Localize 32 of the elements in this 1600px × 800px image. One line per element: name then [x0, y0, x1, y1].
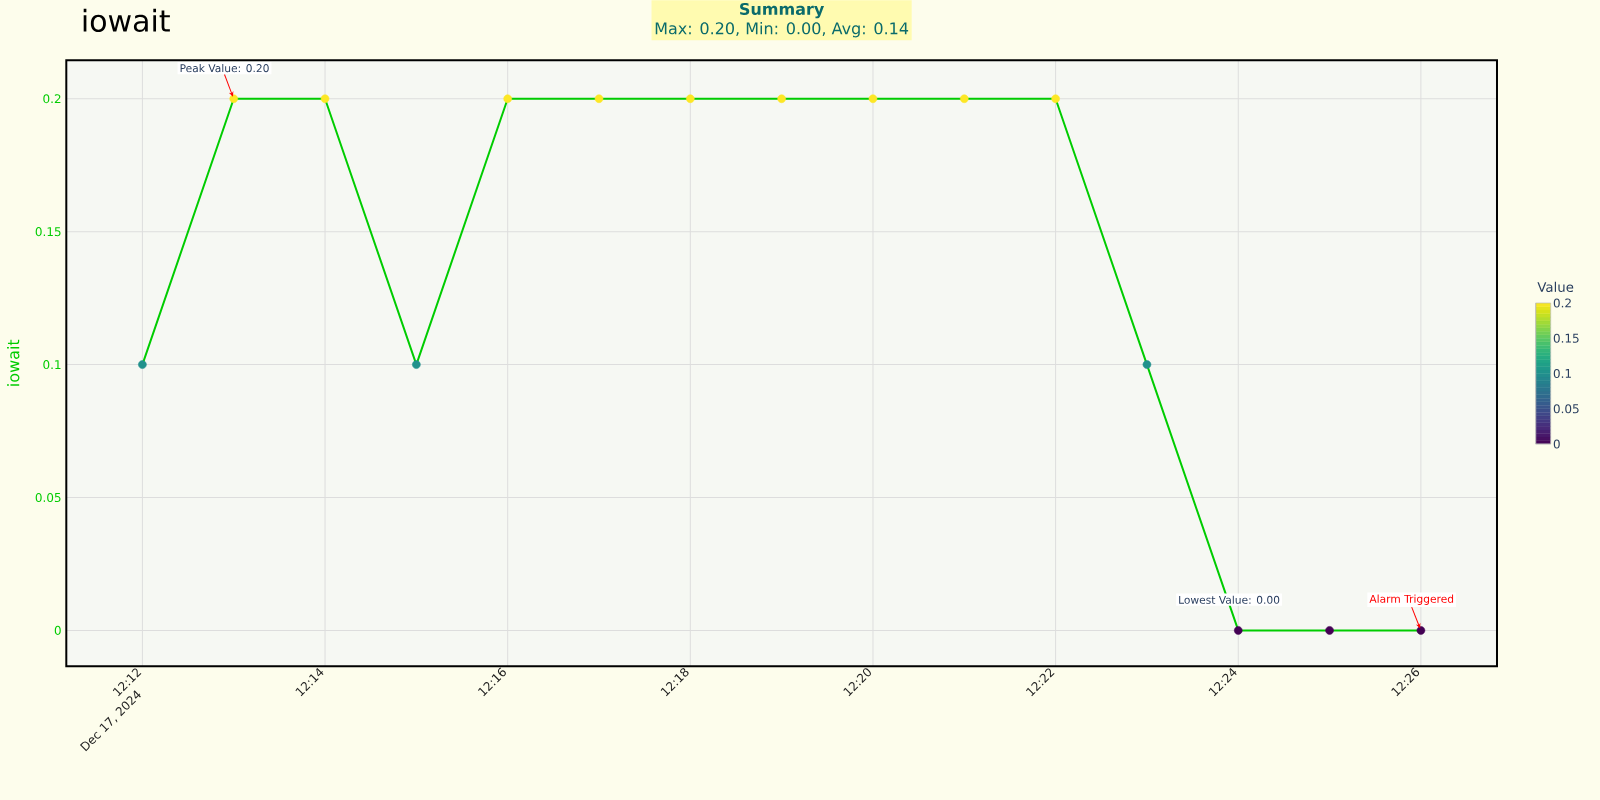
point: [503, 94, 512, 104]
point: [1325, 626, 1334, 635]
annotation: Alarm Triggered: [1369, 594, 1454, 605]
point: [1142, 360, 1152, 369]
text: Max: 0.20, Min: 0.00, Avg: 0.14: [655, 21, 909, 38]
chart-subtitle: Summary: [740, 2, 824, 19]
color-bar-title: Value: [1537, 281, 1574, 293]
y-axis-title: iowait: [7, 339, 20, 386]
chart-title: iowait: [83, 8, 170, 33]
point: [594, 94, 604, 104]
point: [412, 360, 421, 369]
color-bar-label: 0.15: [1553, 333, 1579, 343]
point: [320, 94, 330, 104]
point: [138, 360, 147, 369]
y-tick-label: 0.1: [43, 360, 61, 370]
color-bar-label: 0: [1553, 439, 1560, 449]
point: [1416, 626, 1426, 635]
annotation: Lowest Value: 0.00: [1179, 595, 1280, 604]
y-tick-label: 0.2: [43, 94, 61, 104]
annotation: Peak Value: 0.20: [180, 63, 269, 73]
y-tick-label: 0.05: [35, 492, 61, 503]
point: [777, 94, 786, 104]
point: [960, 94, 969, 104]
color-bar-label: 0.05: [1553, 404, 1579, 414]
point: [1051, 94, 1060, 104]
y-tick-label: 0.15: [35, 227, 61, 237]
point: [686, 94, 695, 104]
point: [1233, 626, 1243, 635]
y-tick-label: 0: [54, 625, 61, 635]
color-bar-label: 0.1: [1553, 368, 1571, 379]
color-bar-label: 0.2: [1553, 298, 1571, 308]
point: [868, 94, 878, 104]
